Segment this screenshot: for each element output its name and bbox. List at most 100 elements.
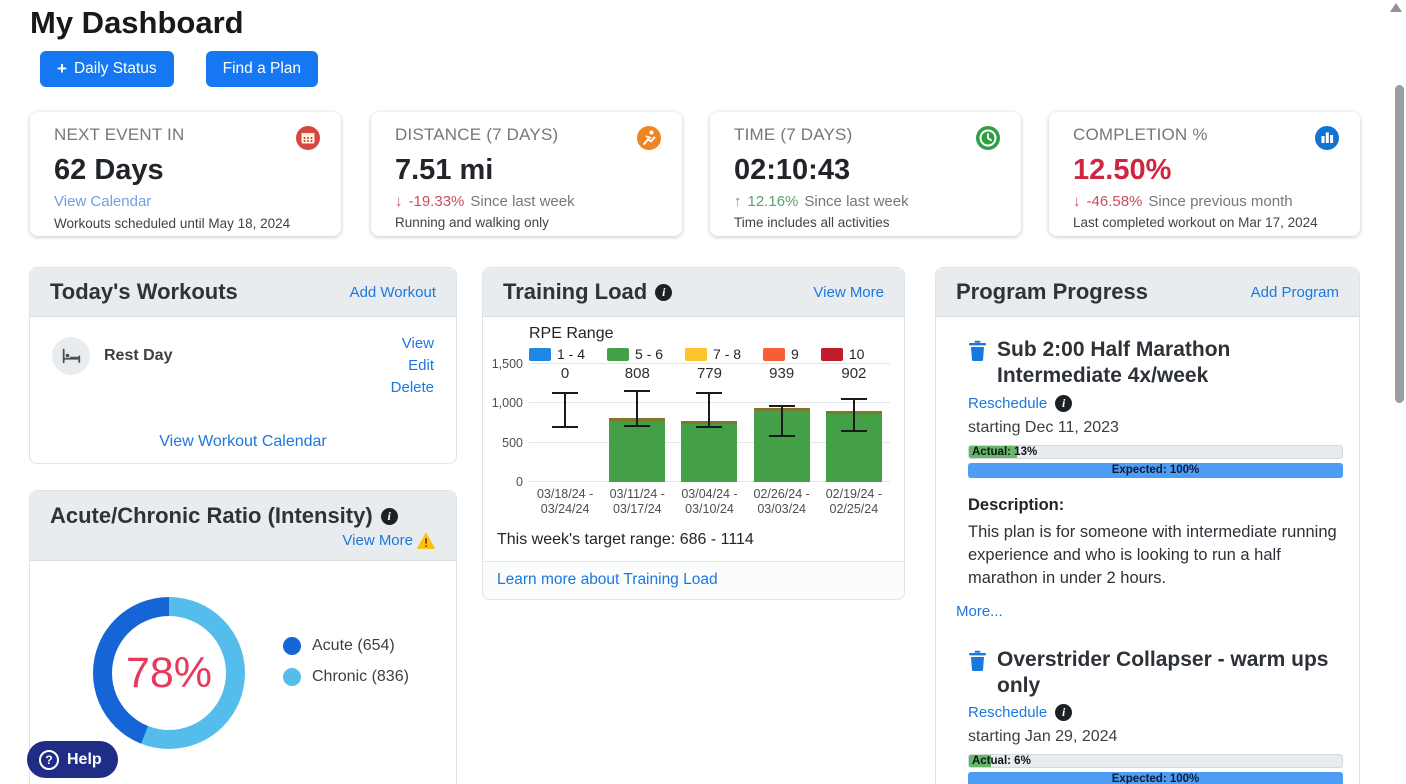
- training-load-view-more-link[interactable]: View More: [813, 284, 884, 301]
- program-start-date: starting Jan 29, 2024: [968, 728, 1343, 746]
- expected-progress-bar: Expected: 100%: [968, 772, 1343, 784]
- todays-workouts-title: Today's Workouts: [50, 279, 238, 305]
- view-calendar-link[interactable]: View Calendar: [54, 193, 151, 210]
- stat-note: Last completed workout on Mar 17, 2024: [1073, 215, 1340, 230]
- x-axis-label: 03/04/24 -03/10/24: [673, 487, 745, 517]
- program-name: Overstrider Collapser - warm ups only: [997, 647, 1343, 700]
- arrow-up-icon: ↑: [734, 193, 742, 210]
- training-load-chart: RPE Range 1 - 4 5 - 6 7 - 8 9 10 05001,0001,…: [483, 317, 904, 517]
- calendar-icon: [295, 125, 321, 151]
- acute-chronic-donut-chart: 78%: [93, 597, 245, 749]
- x-axis-label: 02/19/24 -02/25/24: [818, 487, 890, 517]
- stat-card-time: TIME (7 DAYS) 02:10:43 ↑ 12.16% Since la…: [710, 112, 1021, 236]
- bar-chart-icon: [1314, 125, 1340, 151]
- rpe-legend-item: 10: [821, 346, 865, 362]
- legend-item-chronic: Chronic (836): [283, 668, 409, 686]
- actual-progress-bar: Actual: 13%: [968, 445, 1343, 459]
- stat-trend: ↓ -46.58% Since previous month: [1073, 193, 1340, 210]
- program-name: Sub 2:00 Half Marathon Intermediate 4x/w…: [997, 337, 1343, 390]
- runner-icon: [636, 125, 662, 151]
- stat-value: 02:10:43: [734, 154, 1001, 187]
- ratio-percent: 78%: [126, 649, 212, 698]
- chronic-dot-icon: [283, 668, 301, 686]
- stat-label: NEXT EVENT IN: [54, 125, 184, 145]
- workout-list-item: Rest Day: [52, 337, 172, 375]
- acute-chronic-card: Acute/Chronic Ratio (Intensity) i View M…: [29, 490, 457, 784]
- page-title: My Dashboard: [30, 5, 244, 41]
- reschedule-link[interactable]: Reschedule: [968, 395, 1047, 412]
- rpe-legend-title: RPE Range: [529, 325, 890, 343]
- stat-trend: ↑ 12.16% Since last week: [734, 193, 1001, 210]
- trash-icon[interactable]: [968, 650, 987, 671]
- acute-chronic-legend: Acute (654) Chronic (836): [283, 637, 409, 686]
- rpe-legend: 1 - 4 5 - 6 7 - 8 9 10: [529, 346, 890, 362]
- clock-icon: [975, 125, 1001, 151]
- daily-status-button[interactable]: + Daily Status: [40, 51, 174, 87]
- add-program-link[interactable]: Add Program: [1251, 284, 1339, 301]
- description-text: This plan is for someone with intermedia…: [968, 521, 1343, 591]
- actual-progress-label: Actual: 13%: [972, 446, 1037, 459]
- learn-more-training-load-link[interactable]: Learn more about Training Load: [497, 571, 718, 588]
- stat-card-distance: DISTANCE (7 DAYS) 7.51 mi ↓ -19.33% Sinc…: [371, 112, 682, 236]
- bar-column: 808: [601, 364, 673, 482]
- stat-value: 62 Days: [54, 154, 321, 187]
- stat-label: DISTANCE (7 DAYS): [395, 125, 558, 145]
- workout-delete-link[interactable]: Delete: [391, 377, 434, 399]
- todays-workouts-card: Today's Workouts Add Workout Rest Day Vi…: [29, 267, 457, 464]
- stat-label: COMPLETION %: [1073, 125, 1208, 145]
- acute-chronic-title: Acute/Chronic Ratio (Intensity) i: [50, 503, 436, 529]
- trash-icon[interactable]: [968, 340, 987, 361]
- stat-value: 12.50%: [1073, 154, 1340, 187]
- target-range-text: This week's target range: 686 - 1114: [483, 517, 904, 561]
- scrollbar-up-arrow-icon[interactable]: [1390, 3, 1402, 12]
- help-button[interactable]: ? Help: [27, 741, 118, 778]
- reschedule-link[interactable]: Reschedule: [968, 704, 1047, 721]
- actual-progress-bar: Actual: 6%: [968, 754, 1343, 768]
- description-heading: Description:: [968, 496, 1343, 515]
- y-axis: 05001,0001,500: [489, 364, 529, 482]
- stat-label: TIME (7 DAYS): [734, 125, 852, 145]
- warning-icon: [416, 531, 436, 550]
- legend-item-acute: Acute (654): [283, 637, 409, 655]
- rpe-legend-item: 9: [763, 346, 799, 362]
- info-icon[interactable]: i: [1055, 395, 1072, 412]
- bar-column: 779: [673, 364, 745, 482]
- find-a-plan-button[interactable]: Find a Plan: [206, 51, 318, 87]
- workout-name: Rest Day: [104, 347, 172, 365]
- x-axis-label: 03/11/24 -03/17/24: [601, 487, 673, 517]
- stat-note: Time includes all activities: [734, 215, 1001, 230]
- training-load-card: Training Load i View More RPE Range 1 - …: [482, 267, 905, 600]
- actual-progress-label: Actual: 6%: [972, 755, 1031, 768]
- expected-progress-bar: Expected: 100%: [968, 463, 1343, 478]
- stat-note: Workouts scheduled until May 18, 2024: [54, 216, 321, 231]
- stat-trend: ↓ -19.33% Since last week: [395, 193, 662, 210]
- acute-chronic-view-more-link[interactable]: View More: [342, 532, 413, 549]
- rpe-legend-item: 5 - 6: [607, 346, 663, 362]
- rpe-legend-item: 7 - 8: [685, 346, 741, 362]
- bed-icon: [52, 337, 90, 375]
- x-axis-label: 02/26/24 -03/03/24: [746, 487, 818, 517]
- more-link[interactable]: More...: [956, 603, 1003, 620]
- workout-view-link[interactable]: View: [391, 333, 434, 355]
- toolbar: + Daily Status Find a Plan: [40, 51, 318, 87]
- info-icon[interactable]: i: [1055, 704, 1072, 721]
- add-workout-link[interactable]: Add Workout: [350, 284, 436, 301]
- scrollbar-thumb[interactable]: [1395, 85, 1404, 403]
- acute-dot-icon: [283, 637, 301, 655]
- view-workout-calendar-link[interactable]: View Workout Calendar: [159, 433, 327, 450]
- arrow-down-icon: ↓: [1073, 193, 1081, 210]
- program-item-2: Overstrider Collapser - warm ups only Re…: [968, 647, 1343, 784]
- rpe-legend-item: 1 - 4: [529, 346, 585, 362]
- bar-column: 939: [746, 364, 818, 482]
- program-progress-card: Program Progress Add Program Sub 2:00 Ha…: [935, 267, 1360, 784]
- info-icon[interactable]: i: [655, 284, 672, 301]
- info-icon[interactable]: i: [381, 508, 398, 525]
- arrow-down-icon: ↓: [395, 193, 403, 210]
- dashboard-page: My Dashboard + Daily Status Find a Plan …: [0, 0, 1406, 784]
- workout-edit-link[interactable]: Edit: [391, 355, 434, 377]
- plus-icon: +: [57, 59, 67, 79]
- stat-value: 7.51 mi: [395, 154, 662, 187]
- program-item-1: Sub 2:00 Half Marathon Intermediate 4x/w…: [968, 337, 1343, 621]
- program-start-date: starting Dec 11, 2023: [968, 419, 1343, 437]
- x-axis-label: 03/18/24 -03/24/24: [529, 487, 601, 517]
